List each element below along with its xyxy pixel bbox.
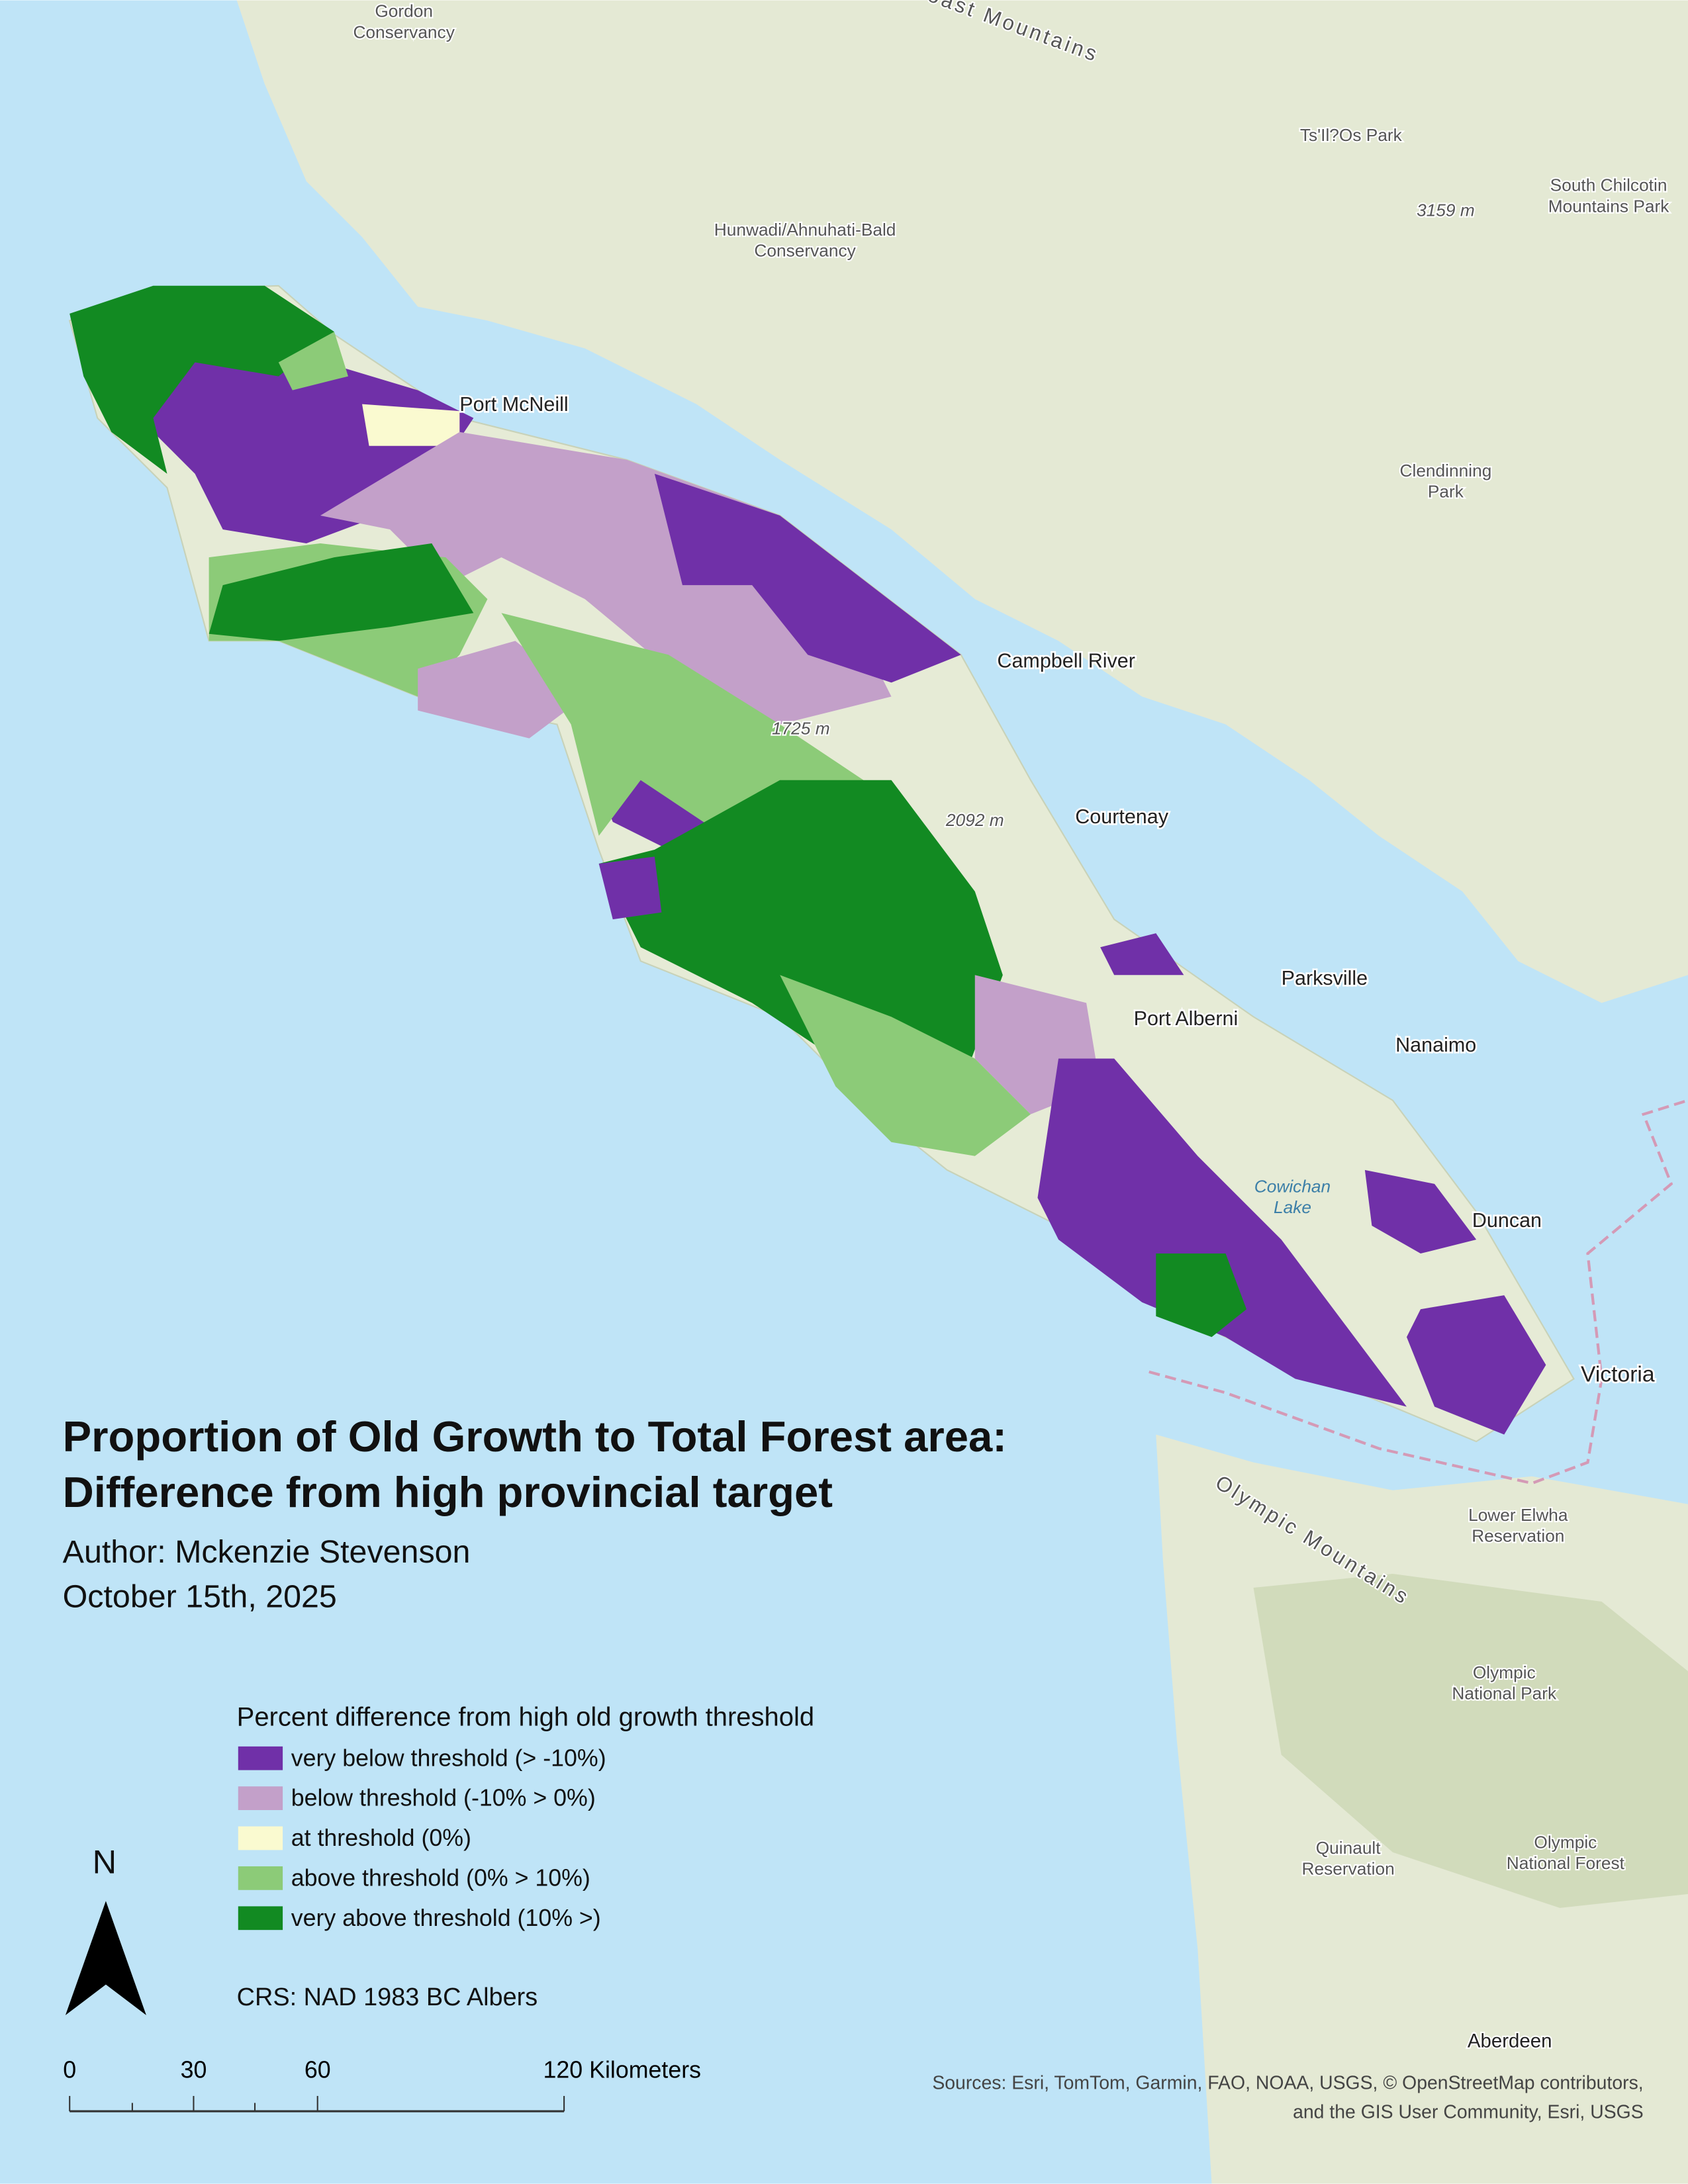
legend-label: below threshold (-10% > 0%) xyxy=(291,1785,596,1811)
place-label: Olympic National Park xyxy=(1452,1662,1557,1704)
place-label: 2092 m xyxy=(945,810,1004,830)
place-label: Ts'Il?Os Park xyxy=(1300,125,1403,145)
title: Proportion of Old Growth to Total Forest… xyxy=(63,1412,1007,1461)
place-line: National Park xyxy=(1452,1683,1557,1703)
place-label: Nanaimo xyxy=(1395,1034,1476,1056)
forest-patch xyxy=(1156,1253,1247,1338)
place-line: Olympic xyxy=(1473,1662,1536,1682)
forest-patch xyxy=(1037,1058,1407,1407)
legend-swatch xyxy=(238,1866,283,1890)
place-label: Clendinning Park xyxy=(1400,461,1492,502)
forest-patch xyxy=(70,285,334,474)
place-label: Aberdeen xyxy=(1468,2030,1552,2052)
place-line: Victoria xyxy=(1581,1363,1655,1387)
legend: very below threshold (> -10%) below thres… xyxy=(238,1745,606,1931)
forest-patch xyxy=(1364,1169,1477,1254)
place-label: Quinault Reservation xyxy=(1302,1838,1395,1879)
place-label: Courtenay xyxy=(1075,805,1168,828)
legend-swatch xyxy=(238,1906,283,1931)
place-line: 1725 m xyxy=(772,718,830,738)
north-arrow xyxy=(65,1901,146,2015)
place-line: Parksville xyxy=(1282,967,1368,989)
place-label: Duncan xyxy=(1472,1209,1542,1232)
forest-patch xyxy=(598,856,662,920)
place-line: Nanaimo xyxy=(1395,1034,1476,1056)
legend-label: above threshold (0% > 10%) xyxy=(291,1864,590,1891)
sources: Sources: Esri, TomTom, Garmin, FAO, NOAA… xyxy=(932,2072,1643,2093)
place-label: Gordon Conservancy xyxy=(353,1,455,42)
place-line: Aberdeen xyxy=(1468,2030,1552,2052)
legend-label: very below threshold (> -10%) xyxy=(291,1745,606,1771)
place-line: Campbell River xyxy=(997,649,1135,672)
date: October 15th, 2025 xyxy=(63,1578,337,1614)
place-label: Campbell River xyxy=(997,649,1135,672)
north-label: N xyxy=(93,1843,117,1880)
scale-bar: 0 30 60 120 Kilometers xyxy=(63,2057,701,2113)
place-line: Mountains Park xyxy=(1548,196,1669,216)
place-line: Conservancy xyxy=(353,22,455,42)
place-label: 3159 m xyxy=(1417,201,1475,220)
place-line: Park xyxy=(1428,482,1464,502)
place-line: Reservation xyxy=(1472,1526,1564,1546)
place-line: 3159 m xyxy=(1417,201,1475,220)
author: Author: Mckenzie Stevenson xyxy=(63,1534,471,1570)
place-line: Port McNeill xyxy=(459,393,568,416)
place-line: Ts'Il?Os Park xyxy=(1300,125,1403,145)
place-label: Victoria xyxy=(1581,1363,1655,1387)
olympic-mountains-relief xyxy=(1253,1573,1688,1908)
place-line: Quinault xyxy=(1316,1838,1382,1858)
sources: and the GIS User Community, Esri, USGS xyxy=(1293,2102,1644,2123)
forest-patch xyxy=(1407,1295,1546,1435)
place-line: Hunwadi/Ahnuhati-Bald xyxy=(714,220,896,240)
crs: CRS: NAD 1983 BC Albers xyxy=(237,1983,538,2011)
place-line: Gordon xyxy=(375,1,433,21)
border xyxy=(1149,1099,1688,1485)
place-line: Olympic xyxy=(1534,1832,1597,1852)
place-label: Parksville xyxy=(1282,967,1368,989)
place-label: Cowichan Lake xyxy=(1254,1176,1331,1217)
place-label: 1725 m xyxy=(772,718,830,738)
legend-swatch xyxy=(238,1786,283,1811)
place-line: Courtenay xyxy=(1075,805,1168,828)
scale-label: 120 Kilometers xyxy=(543,2057,701,2083)
forest-patch xyxy=(654,473,961,683)
scale-label: 0 xyxy=(63,2057,76,2083)
place-line: South Chilcotin xyxy=(1550,175,1667,195)
place-line: Reservation xyxy=(1302,1858,1395,1878)
forest-patch xyxy=(780,975,1031,1156)
legend-title: Percent difference from high old growth … xyxy=(237,1702,814,1731)
forest-patch xyxy=(278,332,348,390)
place-line: Port Alberni xyxy=(1134,1007,1239,1030)
legend-label: very above threshold (10% >) xyxy=(291,1905,601,1931)
place-label: Olympic National Forest xyxy=(1507,1832,1625,1873)
place-line: Lake xyxy=(1274,1197,1311,1217)
legend-swatch xyxy=(238,1746,283,1770)
forest-patch xyxy=(362,404,460,446)
legend-swatch xyxy=(238,1826,283,1850)
place-label: South Chilcotin Mountains Park xyxy=(1548,175,1669,216)
place-label: Port McNeill xyxy=(459,393,568,416)
legend-label: at threshold (0%) xyxy=(291,1825,471,1851)
forest-patch xyxy=(209,543,474,641)
place-line: Conservancy xyxy=(754,241,856,261)
place-label: Hunwadi/Ahnuhati-Bald Conservancy xyxy=(714,220,896,261)
forest-patch xyxy=(1100,933,1184,976)
place-label: Port Alberni xyxy=(1134,1007,1239,1030)
scale-label: 60 xyxy=(305,2057,331,2083)
forest-classes xyxy=(70,285,1546,1435)
mainland xyxy=(236,0,1688,1003)
place-line: 2092 m xyxy=(945,810,1004,830)
scale-label: 30 xyxy=(181,2057,207,2083)
place-line: Clendinning xyxy=(1400,461,1492,480)
place-line: Cowichan xyxy=(1254,1176,1331,1196)
place-line: Duncan xyxy=(1472,1209,1542,1232)
place-line: Lower Elwha xyxy=(1468,1505,1568,1525)
place-line: National Forest xyxy=(1507,1853,1625,1873)
title: Difference from high provincial target xyxy=(63,1468,833,1516)
place-label: Lower Elwha Reservation xyxy=(1468,1505,1568,1546)
